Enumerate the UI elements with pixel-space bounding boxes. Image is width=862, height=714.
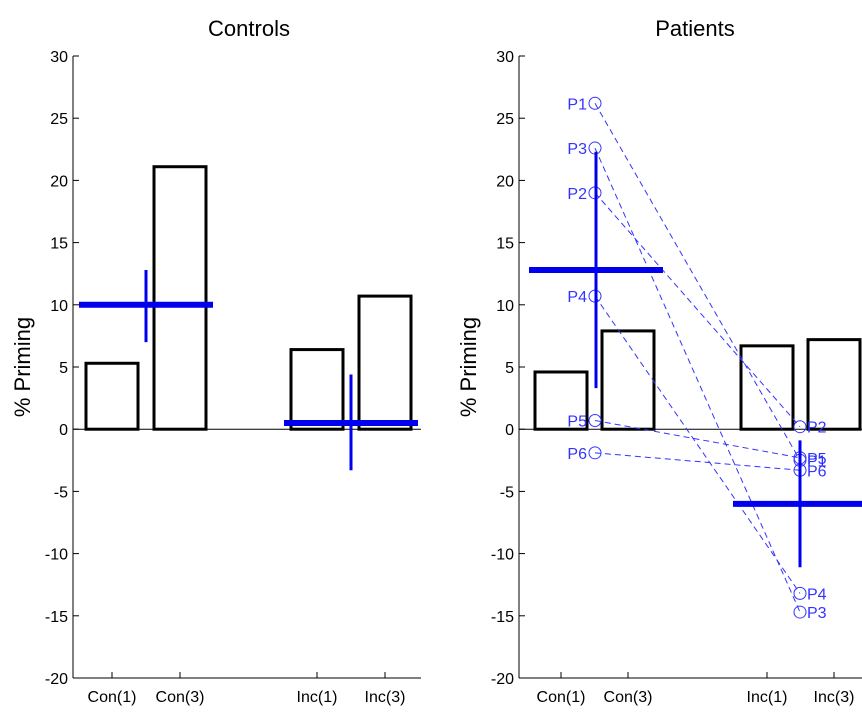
bar: [600, 329, 656, 431]
patient-label: P1: [567, 96, 587, 113]
y-tick-label: 0: [505, 422, 514, 439]
y-tick-label: 20: [50, 173, 68, 190]
y-tick-label: -5: [54, 484, 68, 501]
patient-label: P6: [567, 446, 587, 463]
patient-label: P2: [567, 186, 587, 203]
patient-marker: [793, 605, 807, 619]
bar: [806, 338, 862, 431]
x-tick-label: Con(1): [88, 689, 137, 706]
patient-line: [594, 147, 801, 613]
y-tick-label: 10: [50, 298, 68, 315]
y-tick-label: 30: [496, 49, 514, 66]
patient-label: P5: [807, 451, 827, 468]
y-tick-label: 25: [496, 111, 514, 128]
patient-label: P3: [567, 141, 587, 158]
y-axis-label: % Priming: [10, 317, 35, 417]
patient-line: [594, 295, 801, 594]
bar: [533, 370, 589, 431]
patient-marker: [588, 413, 602, 427]
patients-panel: Patients % Priming -20 -15 -10 -5 0 5 10 15 20 25…: [456, 16, 862, 706]
y-tick-label: 5: [59, 360, 68, 377]
bar: [357, 294, 413, 431]
y-tick-label: -20: [491, 671, 514, 688]
patient-marker: [588, 96, 602, 110]
patient-marker: [793, 420, 807, 434]
y-tick-label: -20: [45, 671, 68, 688]
patient-line: [594, 192, 801, 428]
patient-label: P3: [807, 605, 827, 622]
x-tick-label: Con(3): [156, 689, 205, 706]
y-tick-label: 30: [50, 49, 68, 66]
y-tick-label: 25: [50, 111, 68, 128]
y-tick-label: -5: [500, 484, 514, 501]
patient-label: P1: [807, 453, 827, 470]
y-tick-label: -10: [491, 547, 514, 564]
chart-title: Controls: [208, 16, 290, 41]
x-tick-label: Inc(3): [365, 689, 406, 706]
y-tick-label: 15: [496, 236, 514, 253]
bar: [84, 361, 140, 431]
x-tick-label: Con(1): [537, 689, 586, 706]
patient-line: [594, 452, 801, 471]
x-tick-label: Inc(1): [747, 689, 788, 706]
patient-label: P6: [807, 463, 827, 480]
y-tick-label: -15: [45, 609, 68, 626]
patient-label: P2: [807, 420, 827, 437]
x-tick-label: Con(3): [604, 689, 653, 706]
y-tick-label: -15: [491, 609, 514, 626]
bar: [739, 344, 795, 431]
y-tick-label: -10: [45, 547, 68, 564]
patient-marker: [588, 446, 602, 460]
y-tick-label: 15: [50, 236, 68, 253]
patient-label: P5: [567, 413, 587, 430]
y-tick-label: 20: [496, 173, 514, 190]
y-tick-label: 0: [59, 422, 68, 439]
patient-line: [594, 420, 801, 459]
patient-marker: [793, 586, 807, 600]
x-tick-label: Inc(1): [297, 689, 338, 706]
bar: [289, 348, 345, 431]
patient-line: [594, 103, 801, 461]
y-tick-label: 10: [496, 298, 514, 315]
controls-panel: Controls % Priming -20 -15 -10 -5 0 5 10 15 20 25…: [10, 16, 421, 706]
chart-title: Patients: [655, 16, 735, 41]
patient-label: P4: [567, 289, 587, 306]
bar: [152, 165, 208, 431]
patient-label: P4: [807, 586, 827, 603]
x-tick-label: Inc(3): [814, 689, 855, 706]
y-axis-label: % Priming: [456, 317, 481, 417]
y-tick-label: 5: [505, 360, 514, 377]
